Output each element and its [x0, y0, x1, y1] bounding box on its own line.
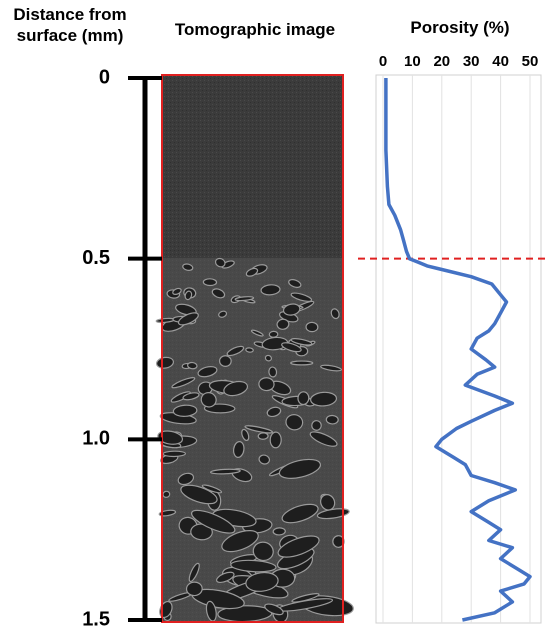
pore — [200, 392, 217, 408]
pore — [260, 284, 281, 296]
pore — [245, 267, 259, 277]
pore — [258, 454, 271, 465]
pore — [258, 377, 275, 392]
pore — [266, 406, 282, 418]
pore — [230, 559, 277, 573]
pore — [330, 308, 340, 320]
pore — [205, 600, 217, 622]
pore — [223, 380, 249, 397]
pore — [264, 354, 273, 362]
pore — [186, 361, 198, 370]
pore — [226, 345, 245, 357]
porosity-tick-label: 40 — [492, 53, 509, 70]
pore — [158, 509, 177, 517]
pore — [320, 364, 342, 372]
porosity-tick-label: 0 — [379, 53, 387, 70]
pore — [214, 257, 226, 268]
pore — [182, 392, 200, 401]
pore — [290, 338, 313, 346]
porosity-tick-label: 30 — [463, 53, 480, 70]
pore — [201, 484, 223, 494]
pore — [325, 414, 339, 425]
pore — [285, 414, 304, 431]
pore — [332, 535, 345, 548]
pore — [288, 279, 302, 288]
pore — [278, 458, 322, 479]
pore — [290, 360, 314, 366]
pore — [245, 571, 279, 592]
porosity-axis-title: Porosity (%) — [410, 18, 510, 37]
pore — [268, 330, 279, 338]
pore — [257, 432, 269, 440]
porosity-tick-label: 10 — [404, 53, 421, 70]
image-title: Tomographic image — [174, 20, 336, 39]
pore — [281, 342, 302, 353]
pore — [290, 292, 313, 302]
pore — [234, 296, 255, 302]
pore — [175, 303, 197, 316]
image-frame — [161, 74, 344, 623]
pore — [184, 290, 193, 301]
pore — [272, 527, 286, 536]
pore — [252, 541, 274, 562]
pore — [162, 450, 187, 458]
pore — [197, 366, 218, 378]
pore — [177, 472, 195, 486]
pore — [316, 508, 350, 520]
pore — [310, 391, 338, 407]
pore — [157, 430, 184, 445]
pore — [276, 318, 290, 330]
porosity-tick-label: 50 — [522, 53, 539, 70]
pore — [309, 431, 338, 447]
pore — [297, 391, 310, 406]
pore — [305, 321, 319, 333]
pore — [177, 312, 199, 326]
pore — [281, 503, 319, 524]
pore — [180, 484, 218, 505]
pore — [182, 263, 194, 271]
pore — [172, 404, 198, 417]
pore — [264, 603, 284, 616]
pore — [277, 535, 320, 558]
pore — [171, 377, 196, 389]
pore — [218, 355, 232, 367]
porosity-line — [384, 78, 532, 622]
pore — [209, 468, 241, 475]
pore — [191, 509, 236, 534]
pore — [320, 494, 336, 511]
pore — [250, 329, 264, 337]
pore — [188, 562, 200, 582]
porosity-tick-label: 20 — [433, 53, 450, 70]
pore — [244, 425, 274, 434]
tomographic-image — [155, 75, 354, 623]
pore — [155, 356, 175, 369]
pore — [172, 287, 182, 296]
pore — [233, 440, 245, 458]
pore — [241, 428, 250, 442]
pore — [282, 303, 301, 316]
pore — [269, 431, 282, 449]
depth-tick-label: 1.0 — [82, 428, 110, 450]
depth-tick-label: 0 — [99, 66, 110, 88]
pore — [221, 529, 259, 553]
pore — [202, 278, 218, 287]
pore — [185, 581, 203, 597]
depth-axis-title: Distance from surface (mm) — [13, 5, 127, 45]
plot-frame — [375, 74, 542, 624]
depth-tick-label: 1.5 — [82, 608, 110, 630]
pore — [245, 347, 254, 353]
pore — [215, 571, 235, 584]
pore — [268, 366, 278, 378]
pore — [162, 490, 171, 498]
pore — [311, 420, 322, 431]
depth-tick-label: 0.5 — [82, 247, 110, 269]
pore — [218, 310, 228, 318]
pore — [211, 288, 226, 299]
